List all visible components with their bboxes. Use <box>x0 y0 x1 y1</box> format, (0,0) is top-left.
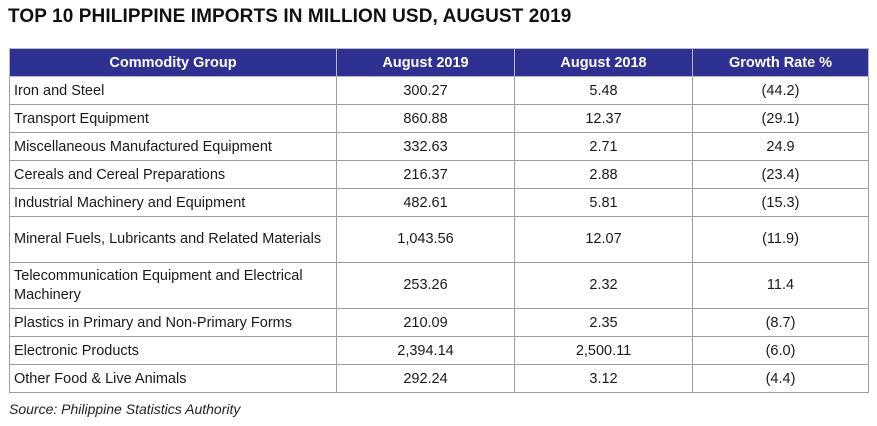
august-2018-cell: 5.48 <box>514 76 693 105</box>
august-2019-cell: 253.26 <box>336 262 515 309</box>
table-header-row: Commodity Group August 2019 August 2018 … <box>9 48 869 77</box>
august-2019-cell: 292.24 <box>336 364 515 393</box>
growth-rate-cell: (8.7) <box>692 308 869 337</box>
growth-rate-cell: 24.9 <box>692 132 869 161</box>
august-2019-cell: 860.88 <box>336 104 515 133</box>
commodity-cell: Plastics in Primary and Non-Primary Form… <box>9 308 337 337</box>
header-commodity-group: Commodity Group <box>9 48 337 77</box>
table-row: Transport Equipment 860.88 12.37 (29.1) <box>9 104 869 133</box>
august-2019-cell: 482.61 <box>336 188 515 217</box>
table-row: Cereals and Cereal Preparations 216.37 2… <box>9 160 869 189</box>
august-2019-cell: 300.27 <box>336 76 515 105</box>
august-2018-cell: 2,500.11 <box>514 336 693 365</box>
header-august-2018: August 2018 <box>514 48 693 77</box>
table-row: Mineral Fuels, Lubricants and Related Ma… <box>9 216 869 263</box>
table-row: Industrial Machinery and Equipment 482.6… <box>9 188 869 217</box>
commodity-cell: Iron and Steel <box>9 76 337 105</box>
header-growth-rate: Growth Rate % <box>692 48 869 77</box>
table-row: Iron and Steel 300.27 5.48 (44.2) <box>9 76 869 105</box>
growth-rate-cell: (15.3) <box>692 188 869 217</box>
august-2018-cell: 12.37 <box>514 104 693 133</box>
august-2019-cell: 2,394.14 <box>336 336 515 365</box>
commodity-cell: Electronic Products <box>9 336 337 365</box>
growth-rate-cell: (29.1) <box>692 104 869 133</box>
august-2018-cell: 2.88 <box>514 160 693 189</box>
table-row: Miscellaneous Manufactured Equipment 332… <box>9 132 869 161</box>
table-row: Electronic Products 2,394.14 2,500.11 (6… <box>9 336 869 365</box>
august-2019-cell: 332.63 <box>336 132 515 161</box>
growth-rate-cell: (4.4) <box>692 364 869 393</box>
table-row: Plastics in Primary and Non-Primary Form… <box>9 308 869 337</box>
commodity-cell: Industrial Machinery and Equipment <box>9 188 337 217</box>
august-2019-cell: 216.37 <box>336 160 515 189</box>
commodity-cell: Transport Equipment <box>9 104 337 133</box>
growth-rate-cell: (23.4) <box>692 160 869 189</box>
commodity-cell: Cereals and Cereal Preparations <box>9 160 337 189</box>
commodity-cell: Other Food & Live Animals <box>9 364 337 393</box>
page-title: TOP 10 PHILIPPINE IMPORTS IN MILLION USD… <box>8 6 572 27</box>
growth-rate-cell: (44.2) <box>692 76 869 105</box>
header-august-2019: August 2019 <box>336 48 515 77</box>
growth-rate-cell: 11.4 <box>692 262 869 309</box>
commodity-cell: Telecommunication Equipment and Electric… <box>9 262 337 309</box>
commodity-cell: Miscellaneous Manufactured Equipment <box>9 132 337 161</box>
august-2019-cell: 1,043.56 <box>336 216 515 263</box>
growth-rate-cell: (11.9) <box>692 216 869 263</box>
august-2018-cell: 5.81 <box>514 188 693 217</box>
august-2018-cell: 12.07 <box>514 216 693 263</box>
august-2018-cell: 2.71 <box>514 132 693 161</box>
source-note: Source: Philippine Statistics Authority <box>9 401 241 417</box>
commodity-cell: Mineral Fuels, Lubricants and Related Ma… <box>9 216 337 263</box>
august-2019-cell: 210.09 <box>336 308 515 337</box>
growth-rate-cell: (6.0) <box>692 336 869 365</box>
imports-table: Commodity Group August 2019 August 2018 … <box>9 48 869 393</box>
august-2018-cell: 2.32 <box>514 262 693 309</box>
table-row: Telecommunication Equipment and Electric… <box>9 262 869 309</box>
august-2018-cell: 2.35 <box>514 308 693 337</box>
august-2018-cell: 3.12 <box>514 364 693 393</box>
table-row: Other Food & Live Animals 292.24 3.12 (4… <box>9 364 869 393</box>
